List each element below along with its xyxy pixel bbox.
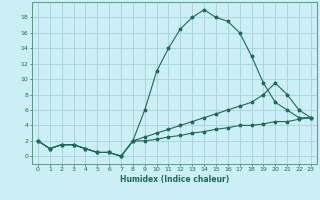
X-axis label: Humidex (Indice chaleur): Humidex (Indice chaleur) [120,175,229,184]
